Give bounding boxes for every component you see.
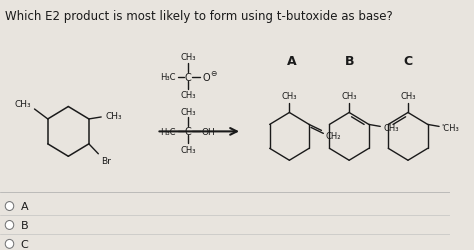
Circle shape xyxy=(5,220,14,230)
Circle shape xyxy=(5,202,14,211)
Text: C: C xyxy=(403,55,412,68)
Text: C: C xyxy=(21,239,28,249)
Text: CH₃: CH₃ xyxy=(105,112,122,121)
Text: CH₂: CH₂ xyxy=(325,131,341,140)
Text: CH₃: CH₃ xyxy=(180,53,196,62)
Text: H₃C: H₃C xyxy=(160,73,176,82)
Text: CH₃: CH₃ xyxy=(180,91,196,100)
Text: H₃C: H₃C xyxy=(160,128,176,136)
Text: 'CH₃: 'CH₃ xyxy=(442,124,459,132)
Text: C: C xyxy=(184,127,191,137)
Text: CH₃: CH₃ xyxy=(180,108,196,116)
Text: CH₃: CH₃ xyxy=(400,92,416,101)
Text: A: A xyxy=(286,55,296,68)
Text: CH₃: CH₃ xyxy=(282,92,297,101)
Text: Which E2 product is most likely to form using t-butoxide as base?: Which E2 product is most likely to form … xyxy=(5,10,392,23)
Text: C: C xyxy=(184,72,191,82)
Text: CH₃: CH₃ xyxy=(384,124,400,132)
Text: CH₃: CH₃ xyxy=(180,145,196,154)
Text: A: A xyxy=(21,201,28,211)
Text: ⊖: ⊖ xyxy=(210,69,217,78)
Circle shape xyxy=(5,240,14,248)
Text: O: O xyxy=(202,72,210,82)
Text: CH₃: CH₃ xyxy=(15,99,31,108)
Text: CH₃: CH₃ xyxy=(341,92,357,101)
Text: B: B xyxy=(345,55,354,68)
Text: B: B xyxy=(21,220,28,230)
Text: OH: OH xyxy=(202,128,216,136)
Text: Br: Br xyxy=(101,157,111,166)
